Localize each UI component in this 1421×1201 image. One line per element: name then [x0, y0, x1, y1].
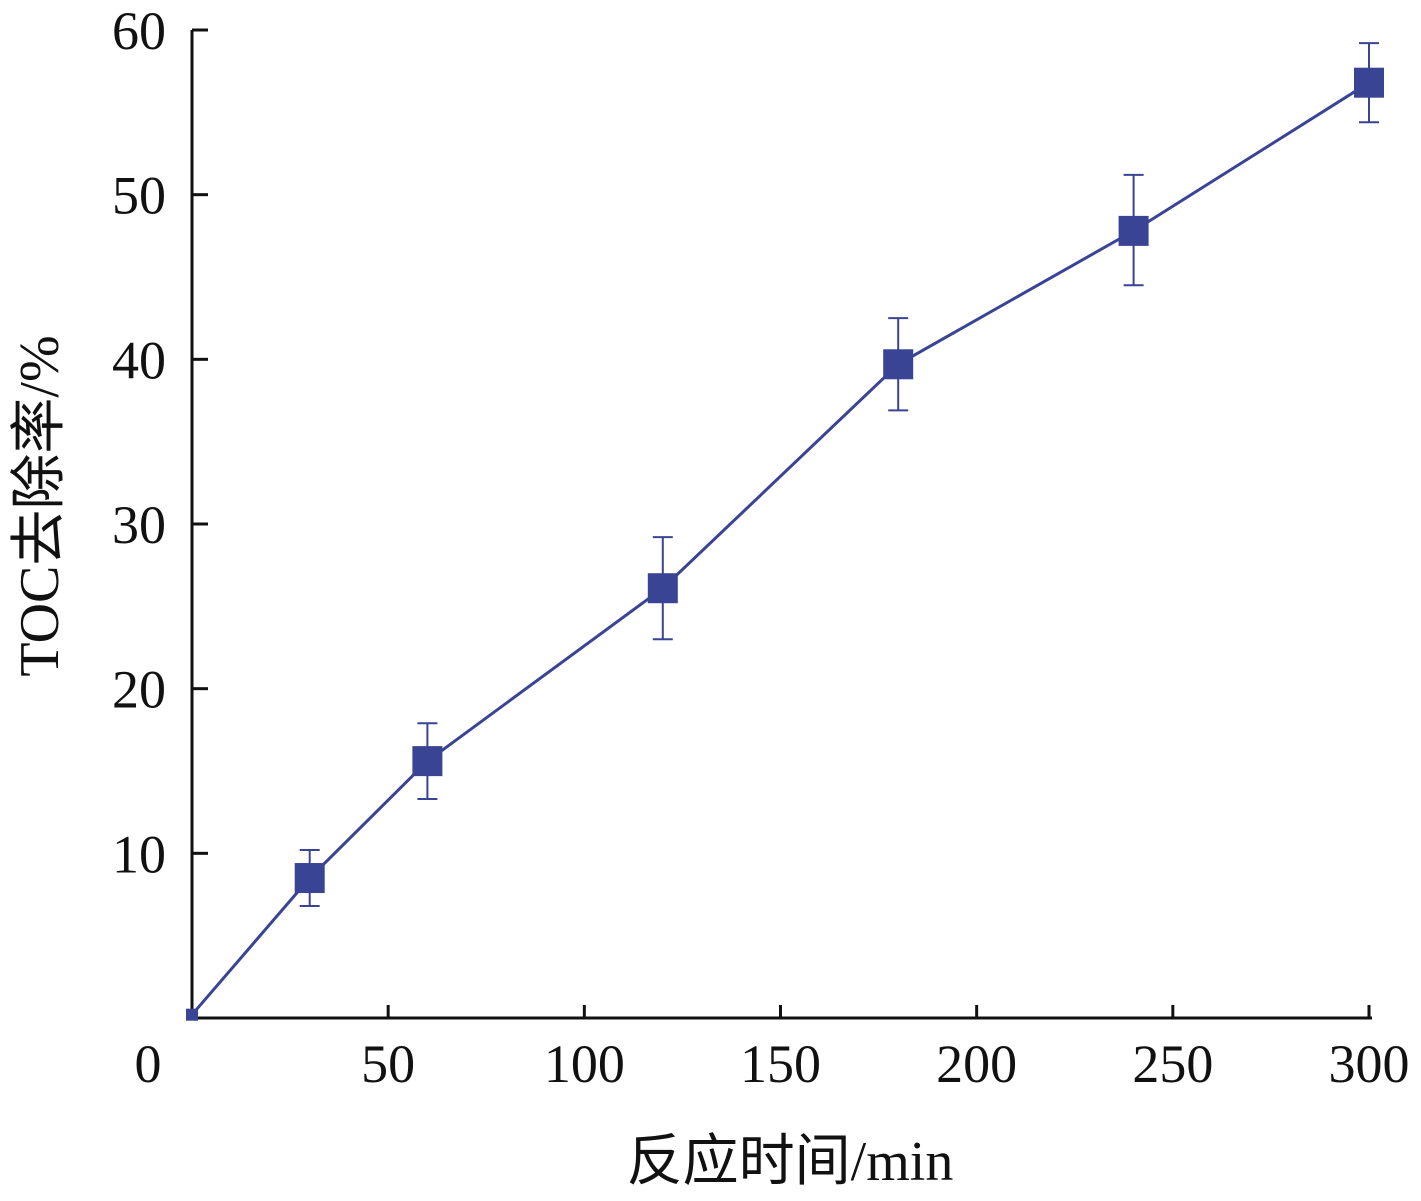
x-tick-label: 250	[1132, 1034, 1213, 1094]
y-tick-label: 30	[112, 495, 166, 555]
y-axis-title: TOC去除率/%	[9, 335, 71, 676]
series-layer	[186, 42, 1384, 1021]
x-tick-label: 50	[361, 1034, 415, 1094]
y-tick-label: 40	[112, 330, 166, 390]
axes	[190, 30, 1372, 1020]
x-tick-label: 300	[1329, 1034, 1410, 1094]
y-tick-label: 50	[112, 166, 166, 226]
x-ticks: 0 50 100 150 200 250 300	[135, 1005, 1410, 1094]
x-tick-label: 200	[936, 1034, 1017, 1094]
data-point-marker	[186, 1008, 198, 1021]
data-point-marker	[294, 863, 325, 894]
data-point-marker	[883, 349, 914, 380]
y-ticks: 10 20 30 40 50 60	[112, 1, 208, 884]
data-point-marker	[647, 573, 678, 604]
x-tick-label: 100	[544, 1034, 625, 1094]
data-point-marker	[1354, 67, 1384, 98]
data-point-marker	[412, 746, 443, 777]
y-tick-label: 60	[112, 1, 166, 61]
series-line	[190, 81, 1370, 1016]
data-point-marker	[1118, 215, 1149, 246]
x-axis-title: 反应时间/min	[627, 1131, 954, 1193]
x-tick-label: 0	[135, 1034, 162, 1094]
y-tick-label: 10	[112, 824, 166, 884]
y-tick-label: 20	[112, 660, 166, 720]
x-tick-label: 150	[740, 1034, 821, 1094]
